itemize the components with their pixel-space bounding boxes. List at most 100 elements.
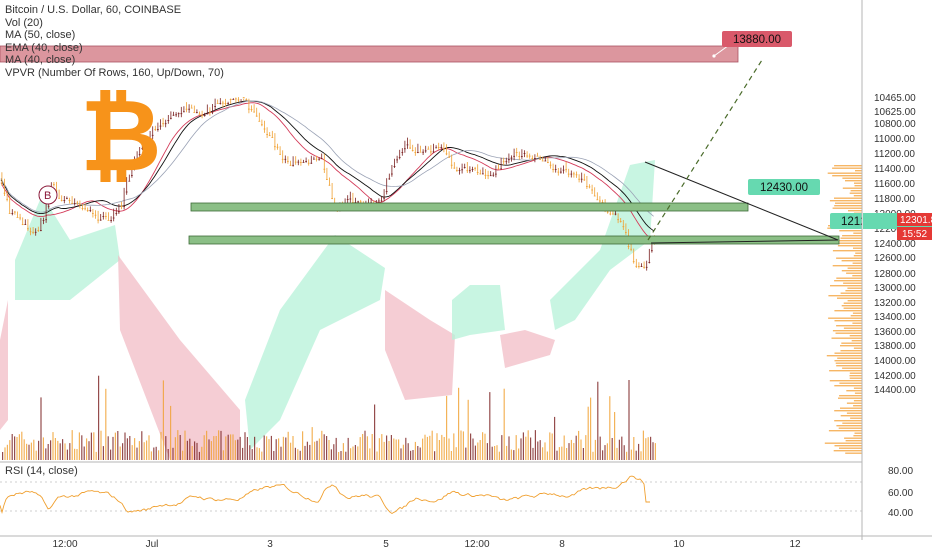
volume-bar (364, 430, 366, 460)
volume-bar (602, 450, 604, 460)
candle-body (549, 164, 552, 166)
price-tick-label: 14200.00 (874, 371, 916, 382)
volume-bar (479, 440, 481, 460)
volume-bar (609, 396, 611, 460)
price-tick-label: 11400.00 (874, 164, 915, 175)
volume-bar (618, 439, 620, 460)
candle-body (94, 214, 97, 216)
candle-body (14, 211, 16, 213)
volume-bar (146, 440, 148, 460)
volume-bar (172, 447, 174, 460)
volume-bar (338, 452, 340, 460)
volume-profile-row (834, 280, 862, 282)
candle-body (614, 213, 617, 215)
volume-profile-row (837, 245, 862, 247)
volume-bar (234, 440, 236, 460)
candle-body (128, 180, 131, 182)
volume-bar (141, 431, 143, 460)
volume-bar (57, 440, 59, 460)
candle-body (489, 175, 492, 177)
volume-profile-row (846, 390, 862, 392)
volume-bar (354, 445, 356, 460)
candle-body (190, 107, 193, 109)
volume-profile-row (842, 235, 862, 237)
candle-body (583, 179, 586, 181)
volume-bar (522, 432, 524, 460)
volume-bar (297, 449, 299, 460)
candle-body (570, 173, 573, 175)
price-tick-label: 13800.00 (874, 341, 916, 352)
volume-profile-row (832, 265, 862, 267)
volume-bar (546, 451, 548, 460)
candle-body (300, 162, 302, 163)
volume-bar (645, 438, 647, 460)
legend-ema40: EMA (40, close) (5, 41, 83, 54)
volume-bar (330, 449, 332, 460)
candle-body (593, 195, 596, 197)
candle-body (635, 265, 638, 267)
volume-bar (160, 431, 162, 460)
candle-body (196, 112, 198, 113)
candle-body (313, 158, 315, 160)
volume-bar (148, 435, 150, 460)
candle-body (279, 153, 281, 155)
volume-bar (170, 405, 172, 460)
volume-bar (472, 438, 474, 460)
volume-bar (556, 450, 558, 460)
volume-bar (458, 387, 460, 460)
volume-bar (239, 436, 241, 460)
candle-body (632, 261, 635, 263)
candle-body (284, 158, 287, 160)
candle-body (318, 158, 320, 160)
descending-trendline (644, 161, 839, 241)
price-tick-label: 12600.00 (874, 253, 916, 264)
volume-bar (417, 446, 419, 460)
volume-profile-row (832, 175, 862, 177)
candle-body (383, 197, 385, 199)
volume-bar (136, 447, 138, 460)
candle-body (513, 155, 515, 157)
volume-bar (9, 440, 11, 460)
candle-body (131, 175, 133, 176)
volume-profile-row (841, 270, 862, 272)
volume-bar (386, 435, 388, 460)
candle-body (216, 103, 219, 104)
volume-bar (225, 436, 227, 460)
volume-bar (515, 435, 517, 460)
volume-bar (98, 375, 100, 460)
volume-profile-row (854, 185, 862, 187)
volume-bar (436, 433, 438, 460)
volume-bar (381, 434, 383, 460)
volume-bar (501, 435, 503, 460)
volume-bar (23, 439, 25, 460)
volume-profile-row (853, 347, 862, 349)
volume-bar (162, 380, 164, 460)
volume-bar (563, 435, 565, 460)
volume-bar (400, 448, 402, 460)
volume-bar (323, 434, 325, 460)
volume-bar (114, 432, 116, 460)
candle-body (541, 160, 544, 162)
volume-bar (66, 449, 68, 460)
volume-bar (518, 448, 520, 460)
volume-bar (606, 443, 608, 460)
legend-vol: Vol (20) (5, 16, 43, 29)
candle-body (476, 172, 479, 173)
volume-profile-row (850, 190, 862, 192)
candle-body (266, 134, 268, 135)
volume-bar (510, 449, 512, 460)
candle-body (58, 197, 60, 199)
volume-profile-row (848, 210, 862, 212)
volume-bar (496, 445, 498, 460)
time-tick-label: 10 (673, 539, 685, 550)
candle-body (497, 168, 500, 170)
price-tick-label: 14000.00 (874, 356, 916, 367)
candle-body (40, 230, 42, 231)
candle-body (378, 200, 380, 202)
volume-bar (52, 432, 54, 460)
volume-bar (261, 451, 263, 460)
candle-body (531, 158, 534, 159)
candle-body (357, 201, 359, 203)
